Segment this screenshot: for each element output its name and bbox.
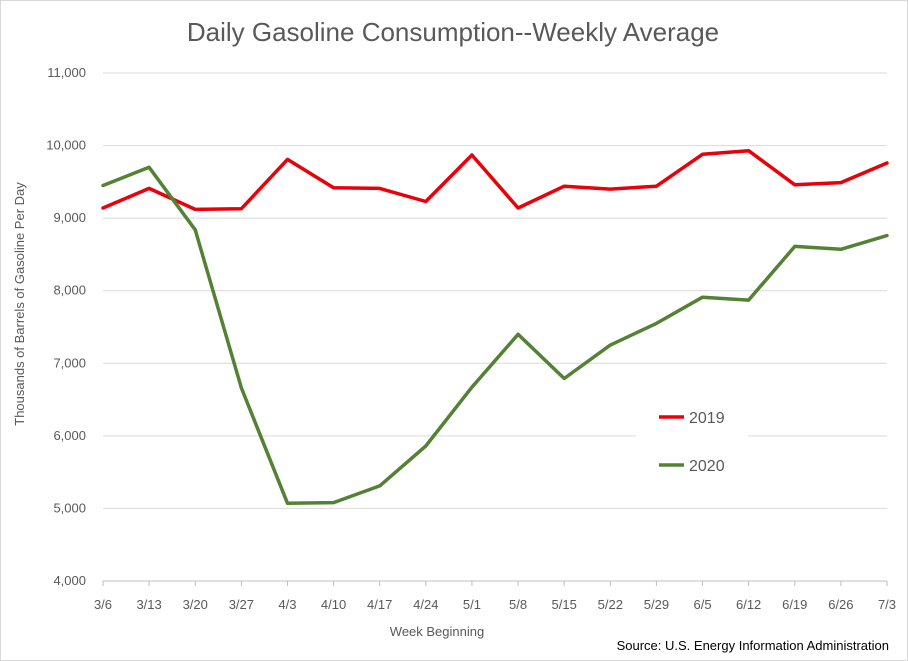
- y-tick-label: 4,000: [53, 573, 86, 588]
- x-tick-label: 5/29: [644, 597, 669, 612]
- y-tick-label: 6,000: [53, 428, 86, 443]
- y-tick-label: 10,000: [46, 138, 86, 153]
- x-tick-label: 3/13: [136, 597, 161, 612]
- series-lines: [101, 148, 889, 506]
- y-tick-label: 9,000: [53, 210, 86, 225]
- x-tick-label: 4/10: [321, 597, 346, 612]
- x-tick-label: 5/8: [509, 597, 527, 612]
- legend-label-2020: 2020: [689, 458, 725, 475]
- x-tick-label: 3/6: [94, 597, 112, 612]
- y-axis-ticks: 4,000 5,000 6,000 7,000 8,000 9,000 10,000 11,0…: [46, 65, 86, 588]
- x-tick-label: 5/15: [552, 597, 577, 612]
- y-tick-label: 7,000: [53, 355, 86, 370]
- x-tick-label: 5/1: [463, 597, 481, 612]
- x-tick-label: 3/20: [183, 597, 208, 612]
- grid-lines: [103, 72, 887, 509]
- x-tick-label: 6/26: [828, 597, 853, 612]
- y-tick-label: 5,000: [53, 500, 86, 515]
- y-tick-label: 11,000: [47, 65, 86, 80]
- x-axis-title: Week Beginning: [390, 624, 484, 639]
- series-line-2019: [101, 148, 889, 212]
- x-tick-label: 3/27: [229, 597, 254, 612]
- x-tick-label: 4/17: [367, 597, 392, 612]
- x-tick-label: 6/19: [782, 597, 807, 612]
- x-tick-label: 7/3: [878, 597, 896, 612]
- legend-background: [636, 392, 748, 492]
- chart-title: Daily Gasoline Consumption--Weekly Avera…: [187, 17, 719, 47]
- y-axis-title: Thousands of Barrels of Gasoline Per Day: [12, 182, 27, 426]
- x-tick-label: 6/5: [693, 597, 711, 612]
- x-tick-label: 4/24: [413, 597, 438, 612]
- x-axis: 3/6 3/13 3/20 3/27 4/3 4/10 4/17 4/24 5/1 5/8 5/15…: [94, 580, 896, 612]
- legend: 2019 2020: [659, 410, 725, 475]
- source-note: Source: U.S. Energy Information Administ…: [617, 638, 889, 653]
- series-line-2020: [101, 165, 889, 506]
- x-tick-label: 6/12: [736, 597, 761, 612]
- y-tick-label: 8,000: [53, 283, 86, 298]
- x-tick-label: 5/22: [598, 597, 623, 612]
- legend-label-2019: 2019: [689, 410, 725, 427]
- x-tick-label: 4/3: [278, 597, 296, 612]
